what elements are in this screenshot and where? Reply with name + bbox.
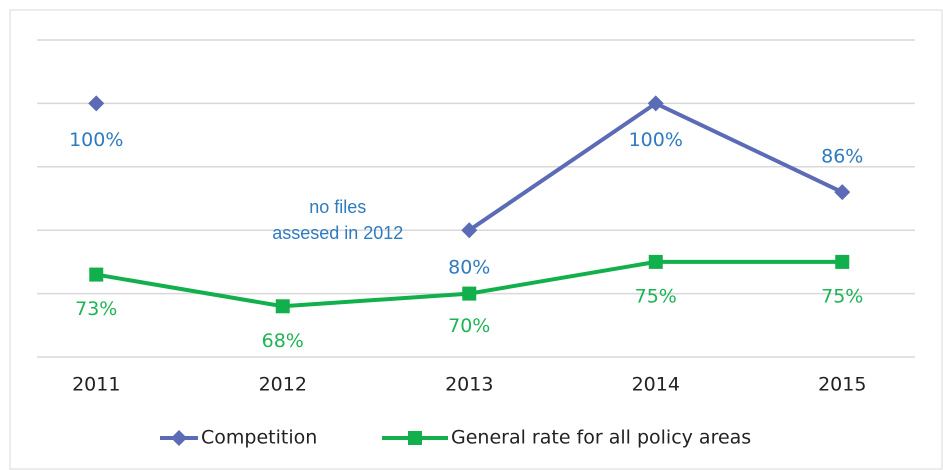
marker (462, 286, 477, 301)
marker (834, 184, 851, 201)
marker (408, 431, 422, 445)
marker (648, 254, 663, 269)
data-label: 73% (75, 298, 117, 320)
x-tick-label: 2013 (445, 374, 493, 396)
data-label: 75% (821, 285, 863, 307)
annotation: no files (309, 197, 366, 217)
chart-frame (9, 9, 943, 470)
data-label: 68% (262, 330, 304, 352)
annotation: assesed in 2012 (272, 223, 403, 243)
data-label: 100% (69, 129, 123, 151)
legend-label: Competition (201, 427, 317, 449)
x-tick-label: 2015 (818, 374, 866, 396)
data-label: 70% (448, 315, 490, 337)
x-tick-label: 2012 (259, 374, 307, 396)
marker (647, 95, 664, 112)
legend-label: General rate for all policy areas (451, 427, 751, 449)
marker (835, 254, 850, 269)
data-label: 80% (448, 257, 490, 279)
data-label: 75% (635, 285, 677, 307)
marker (275, 299, 290, 314)
marker (88, 95, 105, 112)
x-tick-label: 2011 (72, 374, 120, 396)
marker (461, 222, 478, 239)
data-label: 86% (821, 146, 863, 168)
x-tick-label: 2014 (632, 374, 680, 396)
marker (171, 430, 187, 446)
data-label: 100% (629, 129, 683, 151)
marker (89, 267, 104, 282)
